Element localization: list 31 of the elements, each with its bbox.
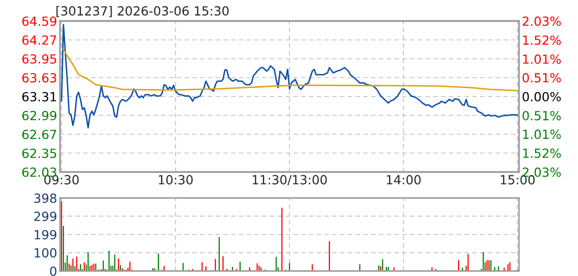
y-tick-label: 299 <box>34 212 56 222</box>
line-series <box>62 48 518 92</box>
y-tick-label: 63.31 <box>22 92 56 102</box>
y-tick-label: 398 <box>34 193 56 203</box>
y2-tick-label: 2.03% <box>522 167 561 177</box>
y2-tick-label: 1.01% <box>523 54 561 64</box>
y2-tick-label: 1.01% <box>523 130 561 139</box>
y-tick-label: 63.95 <box>22 54 56 64</box>
y2-tick-label: 1.52% <box>523 35 561 45</box>
y2-tick-label: 0.00% <box>522 92 561 102</box>
x-tick-label: 10:30 <box>158 175 193 184</box>
y-tick-label: 62.35 <box>22 148 56 158</box>
y-tick-label: 63.63 <box>22 73 56 83</box>
y-tick-label: 62.99 <box>22 110 56 120</box>
x-tick-label: 15:00 <box>500 175 535 184</box>
y2-tick-label: 0.51% <box>522 110 561 120</box>
y-tick-label: 100 <box>34 248 56 258</box>
y-tick-label: 62.03 <box>22 167 56 177</box>
line-series <box>60 24 518 128</box>
y2-tick-label: 1.52% <box>523 148 561 158</box>
y2-tick-label: 2.03% <box>522 16 561 26</box>
y-tick-label: 62.67 <box>22 130 56 140</box>
y-tick-label: 0 <box>50 266 56 276</box>
y-tick-label: 64.27 <box>22 35 56 45</box>
y2-tick-label: 0.51% <box>522 73 561 82</box>
x-tick-label: 11:30/13:00 <box>252 175 327 186</box>
y-tick-label: 199 <box>34 230 56 240</box>
y-tick-label: 64.59 <box>22 16 56 26</box>
x-tick-label: 09:30 <box>44 175 79 184</box>
x-tick-label: 14:00 <box>386 175 421 184</box>
chart-title: [301237] 2026-03-06 15:30 <box>56 6 229 18</box>
